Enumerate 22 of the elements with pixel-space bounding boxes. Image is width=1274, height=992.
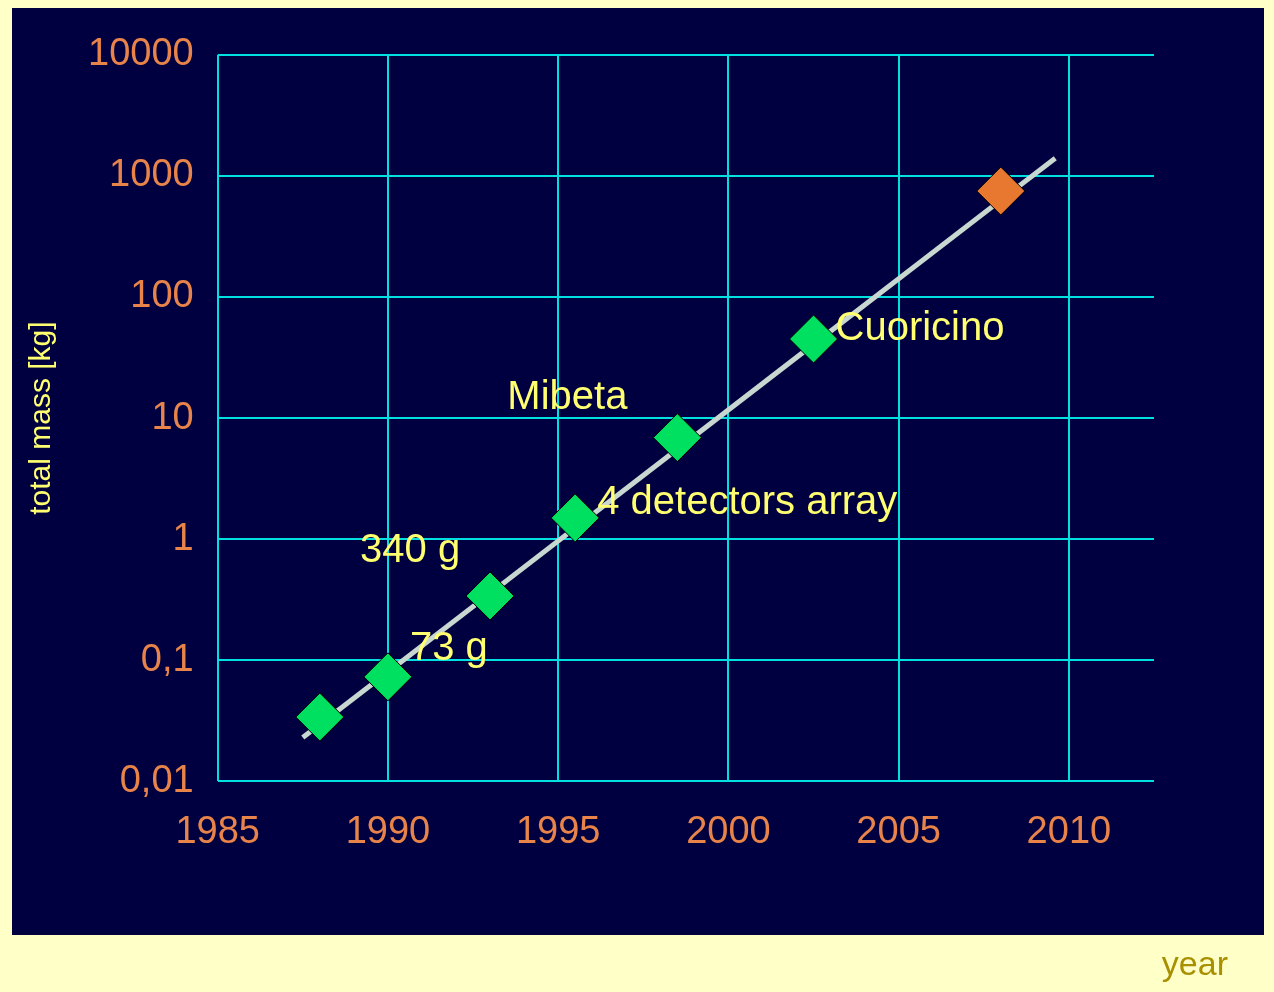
x-tick-label: 2005 <box>856 808 941 851</box>
x-tick-label: 1995 <box>515 808 601 851</box>
point <box>363 652 413 702</box>
x-tick-label: 1985 <box>175 808 260 851</box>
y-tick-label: 1 <box>172 515 194 558</box>
y-tick-label: 100 <box>130 273 194 316</box>
point <box>295 692 345 742</box>
y-tick-label: 0,1 <box>140 636 194 679</box>
y-tick-label: 10000 <box>88 31 194 74</box>
point <box>976 166 1026 216</box>
x-tick-label: 2000 <box>686 808 771 851</box>
x-tick-label: 1990 <box>345 808 431 851</box>
y-axis-title: total mass [kg] <box>23 321 57 515</box>
x-axis-title: year <box>1161 944 1228 983</box>
point <box>789 314 839 364</box>
y-tick-label: 1000 <box>109 152 194 195</box>
y-tick-label: 0,01 <box>119 757 194 800</box>
point <box>465 571 515 621</box>
point <box>550 493 600 543</box>
y-tick-label: 10 <box>151 394 194 437</box>
x-tick-label: 2010 <box>1026 808 1112 851</box>
point <box>652 413 702 463</box>
